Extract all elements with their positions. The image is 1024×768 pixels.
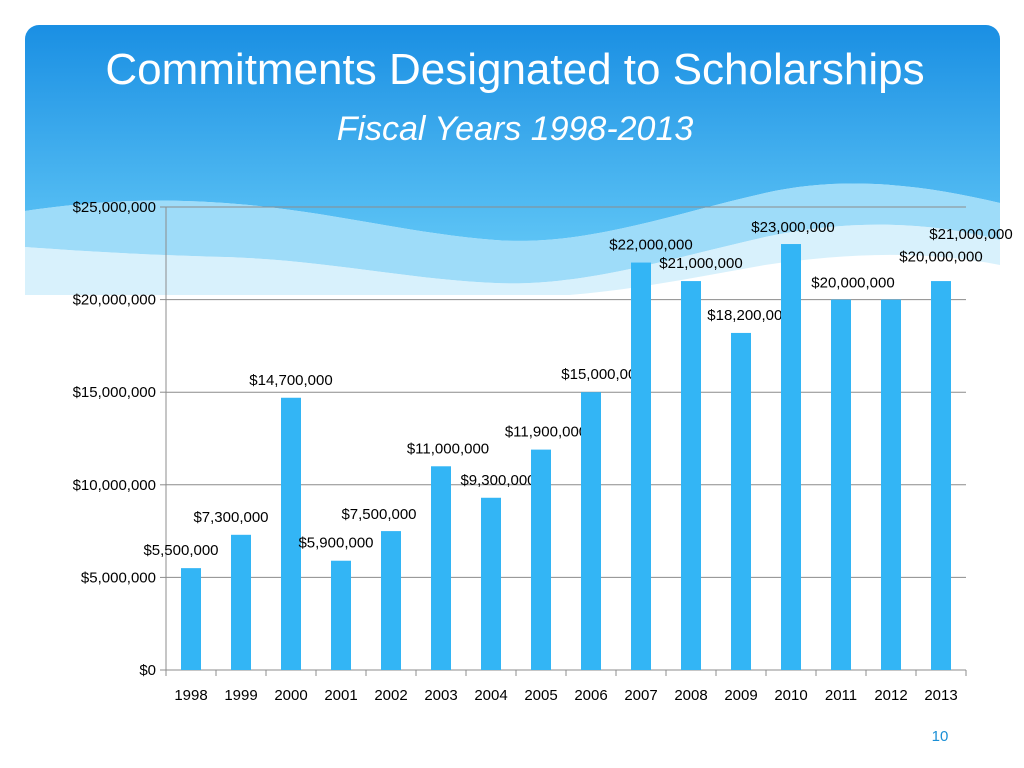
x-tick-label: 2012	[874, 687, 907, 704]
x-tick-label: 2008	[674, 687, 707, 704]
bar-2000	[281, 397, 301, 670]
x-tick-label: 2007	[624, 687, 657, 704]
data-label: $5,500,000	[143, 542, 218, 559]
x-tick-label: 2005	[524, 687, 557, 704]
data-label: $14,700,000	[249, 372, 332, 389]
y-tick-label: $15,000,000	[73, 384, 156, 401]
y-tick-label: $10,000,000	[73, 477, 156, 494]
bar-2009	[731, 332, 751, 670]
data-label: $7,300,000	[193, 509, 268, 526]
slide-title: Commitments Designated to Scholarships	[105, 45, 925, 94]
x-tick-label: 2004	[474, 687, 507, 704]
slide-subtitle: Fiscal Years 1998-2013	[336, 110, 694, 148]
data-label: $7,500,000	[341, 506, 416, 523]
bar-2005	[531, 449, 551, 670]
data-label: $11,000,000	[407, 440, 489, 457]
bar-2010	[781, 244, 801, 671]
bar-2006	[581, 392, 601, 670]
x-tick-label: 2006	[574, 687, 607, 704]
data-label: $9,300,000	[460, 472, 535, 489]
data-label: $11,900,000	[505, 424, 587, 441]
data-label: $21,000,000	[659, 255, 742, 272]
data-label: $18,200,000	[707, 307, 790, 324]
bar-2012	[881, 299, 901, 670]
data-label: $22,000,000	[609, 237, 692, 254]
header-banner	[25, 25, 1000, 295]
x-tick-label: 2002	[374, 687, 407, 704]
x-tick-label: 1999	[224, 687, 257, 704]
x-tick-label: 2001	[324, 687, 357, 704]
bar-2001	[331, 560, 351, 670]
y-tick-label: $0	[139, 662, 156, 679]
x-tick-label: 2010	[774, 687, 807, 704]
y-tick-label: $20,000,000	[73, 292, 156, 309]
bar-2013	[931, 281, 951, 670]
data-label: $23,000,000	[751, 219, 834, 236]
header-background	[25, 25, 1000, 295]
x-tick-label: 2011	[825, 687, 857, 704]
y-tick-label: $25,000,000	[73, 199, 156, 216]
bar-2004	[481, 497, 501, 670]
data-label: $20,000,000	[811, 275, 894, 292]
x-tick-label: 2003	[424, 687, 457, 704]
data-label: $21,000,000	[929, 226, 1012, 243]
bar-2002	[381, 531, 401, 670]
x-tick-label: 2013	[924, 687, 957, 704]
bar-1999	[231, 534, 251, 670]
x-tick-label: 2009	[724, 687, 757, 704]
data-label: $20,000,000	[899, 249, 982, 266]
bar-2007	[631, 262, 651, 670]
y-tick-label: $5,000,000	[81, 569, 156, 586]
slide-number: 10	[931, 728, 949, 745]
bar-2011	[831, 299, 851, 670]
x-tick-label: 1998	[174, 687, 207, 704]
bar-2008	[681, 281, 701, 670]
data-label: $5,900,000	[298, 535, 373, 552]
bar-1998	[181, 568, 201, 670]
data-label: $15,000,000	[561, 366, 644, 383]
bar-2003	[431, 466, 451, 670]
x-tick-label: 2000	[274, 687, 307, 704]
